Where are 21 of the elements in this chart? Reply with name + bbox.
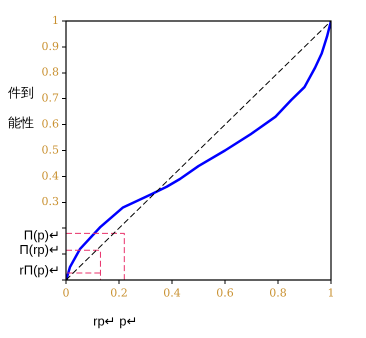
annotation: Π(rp)↵ (19, 242, 60, 258)
annotation: p↵ (119, 314, 138, 329)
y-tick-label: 0.3 (42, 195, 59, 208)
y-tick-label: 1 (52, 14, 59, 27)
x-tick-label: 0.4 (163, 286, 181, 300)
annotation: rΠ(p)↵ (19, 262, 60, 278)
text: 能性 (8, 116, 34, 131)
x-tick-label: 0.8 (269, 286, 287, 300)
x-tick-label: 0.6 (216, 286, 234, 300)
annotation: rp↵ (93, 314, 116, 329)
y-tick-label: 0.9 (42, 40, 59, 53)
x-tick-label: 1 (328, 286, 334, 300)
y-tick-label: 0.5 (42, 143, 59, 156)
y-tick-label: 0.8 (42, 66, 59, 79)
y-tick-label: 0.7 (42, 92, 59, 105)
y-tick-label: 0.4 (42, 169, 59, 182)
y-tick-label: 0.6 (42, 117, 59, 130)
text: 件到 (8, 86, 34, 101)
annotation: Π(p)↵ (24, 227, 60, 242)
x-tick-label: 0 (62, 286, 70, 300)
x-tick-label: 0.2 (110, 286, 128, 300)
